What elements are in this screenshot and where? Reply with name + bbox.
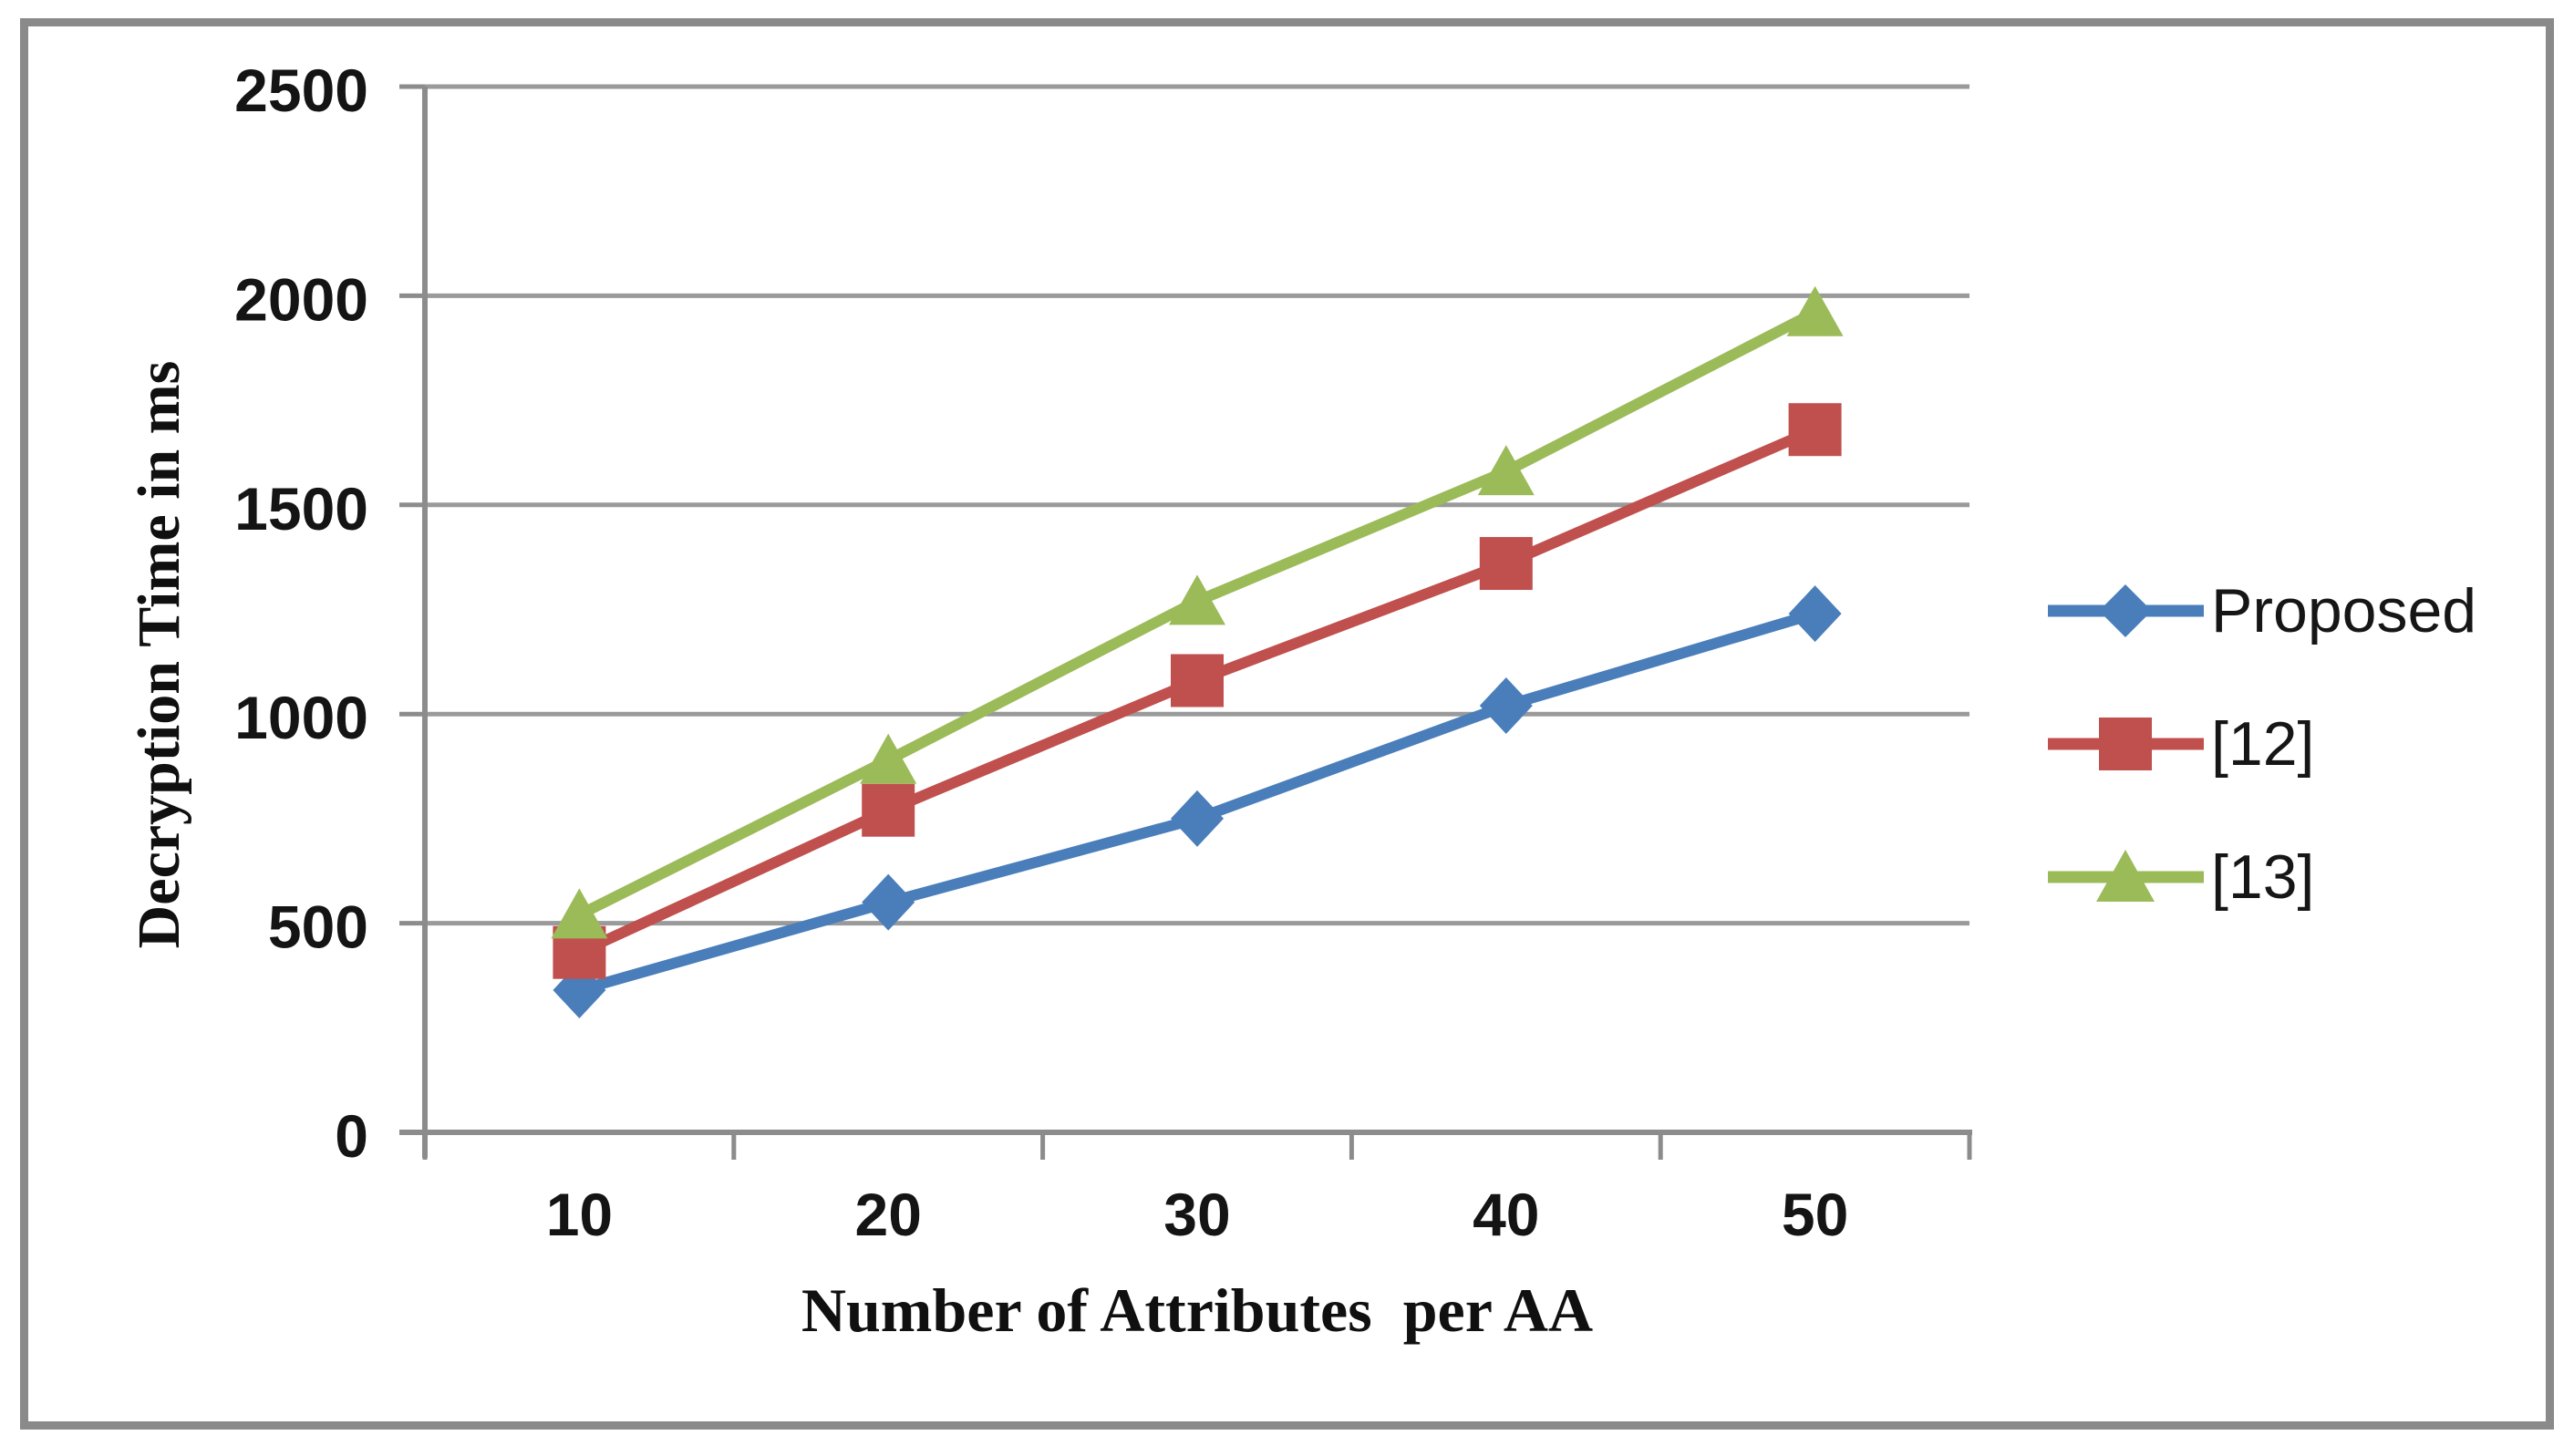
legend-label-ref12: [12] [2211,709,2315,779]
marker-triangle [1169,574,1225,625]
y-axis-title: Decryption Time in ms [126,360,192,949]
y-tick-label: 2000 [234,265,368,333]
marker-triangle [1477,445,1535,496]
y-tick-label: 1500 [234,475,368,542]
legend: Proposed [12] [13] [2046,573,2476,972]
x-axis-title: Number of Attributes per AA [801,1275,1594,1345]
x-tick-label: 20 [854,1181,921,1248]
legend-label-ref13: [13] [2211,842,2315,912]
marker-square [1479,537,1533,591]
legend-label-proposed: Proposed [2211,576,2477,645]
legend-item-proposed: Proposed [2046,573,2476,649]
marker-triangle [860,733,917,784]
marker-diamond [1171,790,1224,847]
x-tick-label: 40 [1473,1181,1539,1248]
x-tick-label: 10 [546,1181,613,1248]
legend-item-ref13: [13] [2046,839,2476,915]
marker-triangle [1786,285,1844,336]
y-tick-label: 1000 [234,684,368,751]
legend-line-square-icon [2048,718,2204,770]
marker-square [1788,403,1842,457]
x-tick-label: 50 [1782,1181,1848,1248]
marker-diamond [862,873,915,931]
marker-diamond [1479,677,1533,735]
x-tick-label: 30 [1163,1181,1230,1248]
marker-square [862,783,915,837]
legend-line-triangle-icon [2048,850,2204,902]
legend-line-diamond-icon [2048,584,2204,637]
marker-diamond [1788,585,1842,643]
marker-triangle [551,888,608,939]
y-tick-label: 500 [268,893,368,961]
y-tick-label: 2500 [234,57,368,124]
legend-item-ref12: [12] [2046,706,2476,782]
marker-square [1171,654,1224,707]
y-tick-label: 0 [335,1102,368,1170]
